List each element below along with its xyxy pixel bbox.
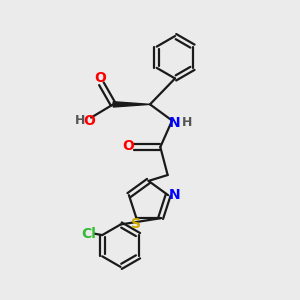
Text: O: O [84, 114, 96, 128]
Text: N: N [169, 188, 180, 202]
Polygon shape [113, 102, 150, 107]
Text: H: H [182, 116, 193, 129]
Text: Cl: Cl [82, 226, 96, 241]
Text: N: N [169, 116, 180, 130]
Text: H: H [75, 114, 85, 127]
Text: O: O [122, 140, 134, 154]
Text: S: S [131, 217, 141, 230]
Text: O: O [94, 71, 106, 85]
